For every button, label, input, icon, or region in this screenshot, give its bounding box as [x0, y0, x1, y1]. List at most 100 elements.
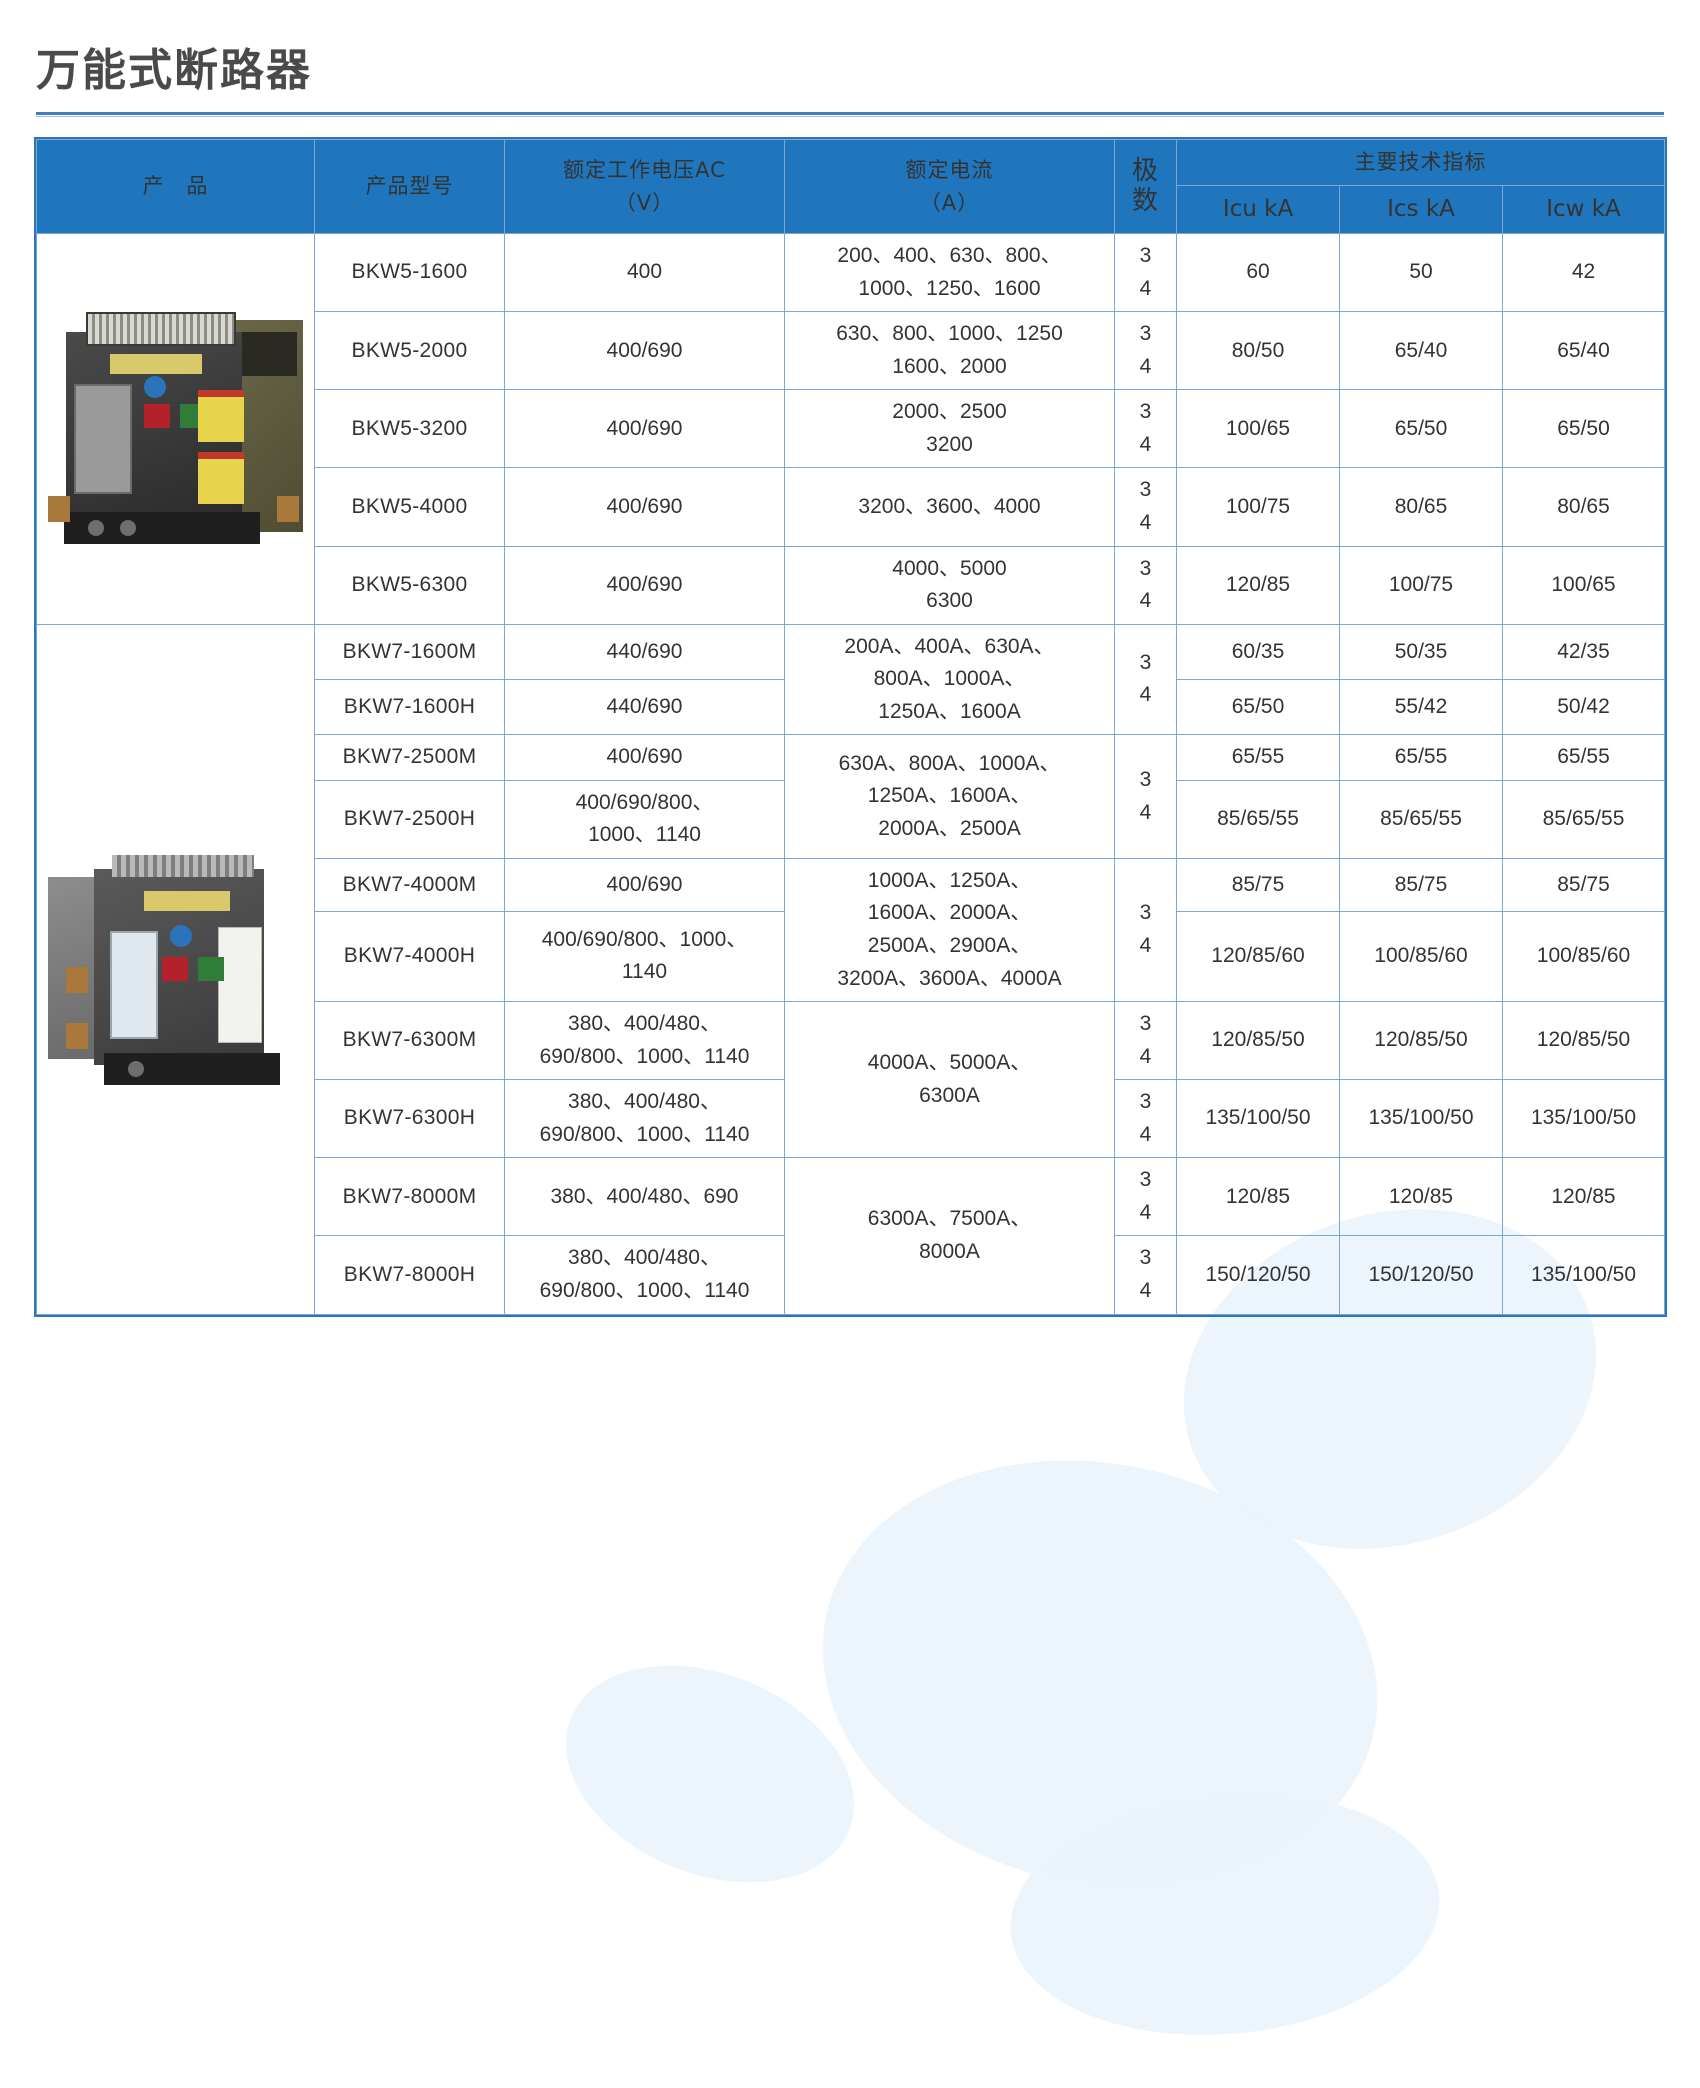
cell-current: 2000、2500 3200 [784, 389, 1115, 469]
table-row: BKW7-2500H 400/690/800、 1000、1140 85/65/55 8… [37, 779, 1665, 859]
catalog-page: 万能式断路器 产 品 产品型号 额定工作电压AC （V） 额定电流 [0, 34, 1700, 1317]
cell-line: 1000A、1250A、 [867, 868, 1032, 892]
table-row: BKW5-6300 400/690 4000、5000 6300 3 4 120/85 100… [37, 545, 1665, 625]
cell-current: 1000A、1250A、 1600A、2000A、 2500A、2900A、 3200… [784, 857, 1115, 1003]
cell-line: 440/690 [606, 694, 683, 718]
cell-line: 3 [1139, 1168, 1152, 1192]
cell-model: BKW5-2000 [314, 311, 505, 391]
cell-line: 8000A [919, 1239, 980, 1263]
cell-ics: 65/40 [1339, 311, 1503, 391]
cell-current: 630、800、1000、1250 1600、2000 [784, 311, 1115, 391]
cell-line: 3200A、3600A、4000A [837, 966, 1062, 990]
table-row: BKW7-1600M 440/690 200A、400A、630A、 800A、100… [36, 623, 1665, 1315]
header-current-line2: （A） [919, 190, 980, 215]
cell-line: 4 [1139, 934, 1152, 958]
cell-model: BKW7-6300H [314, 1079, 505, 1159]
title-divider [36, 112, 1664, 117]
cell-line: 400/690 [606, 338, 683, 362]
cell-ics: 85/65/55 [1339, 779, 1503, 859]
cell-line: 1000、1250、1600 [858, 276, 1041, 300]
cell-voltage: 400/690/800、1000、 1140 [504, 910, 785, 1003]
cell-voltage: 400/690 [504, 311, 785, 391]
table-row: BKW5-1600 400 200、400、630、800、 1000、1250、16… [36, 233, 1665, 625]
cell-line: 400/690 [606, 494, 683, 518]
cell-line: 4 [1139, 1278, 1152, 1302]
cell-line: 4 [1139, 432, 1152, 456]
header-poles-line1: 极 [1131, 155, 1159, 186]
cell-icu: 135/100/50 [1176, 1079, 1340, 1159]
cell-current: 630A、800A、1000A、 1250A、1600A、 2000A、2500A [784, 734, 1115, 859]
cell-icu: 120/85 [1176, 1157, 1340, 1237]
cell-icu: 85/75 [1176, 857, 1340, 912]
cell-line: 4 [1139, 1200, 1152, 1224]
cell-line: 3 [1139, 650, 1152, 674]
table-row: BKW7-2500M 400/690 630A、800A、1000A、 1250A、1… [37, 734, 1665, 859]
table-row: BKW7-1600H 440/690 65/50 55/42 50/42 [37, 678, 1665, 736]
cell-voltage: 400/690 [504, 467, 785, 547]
cell-icu: 65/50 [1176, 678, 1340, 736]
cell-voltage: 380、400/480、 690/800、1000、1140 [504, 1001, 785, 1081]
cell-icw: 100/85/60 [1502, 910, 1665, 1003]
cell-line: 2000A、2500A [878, 816, 1021, 840]
cell-line: 400/690/800、 [575, 790, 714, 814]
cell-line: 3200 [926, 432, 973, 456]
cell-voltage: 440/690 [504, 678, 785, 736]
header-row-primary: 产 品 产品型号 额定工作电压AC （V） 额定电流 （A） 极 数 主要技术指… [36, 138, 1665, 235]
cell-icu: 65/55 [1176, 734, 1340, 781]
cell-ics: 50 [1339, 233, 1503, 313]
cell-current: 6300A、7500A、 8000A [784, 1157, 1115, 1315]
cell-model: BKW7-8000M [314, 1157, 505, 1237]
cell-line: 4000、5000 [892, 556, 1007, 580]
cell-line: 400/690 [606, 572, 683, 596]
cell-line: 6300 [926, 589, 973, 613]
cell-icu: 120/85/50 [1176, 1001, 1340, 1081]
cell-voltage: 400/690 [504, 389, 785, 469]
cell-line: 200A、400A、630A、 [844, 634, 1055, 658]
cell-voltage: 400/690 [504, 545, 785, 625]
background-watermark-shape [1000, 1775, 1450, 2053]
cell-icw: 65/50 [1502, 389, 1665, 469]
cell-icw: 42 [1502, 233, 1665, 313]
cell-line: 800A、1000A、 [873, 667, 1026, 691]
cell-line: 200、400、630、800、 [837, 244, 1062, 268]
cell-voltage: 400 [504, 233, 785, 313]
cell-line: 4 [1139, 511, 1152, 535]
cell-line: 1140 [621, 960, 668, 984]
cell-line: 1600、2000 [892, 354, 1007, 378]
header-current-line1: 额定电流 [905, 158, 994, 183]
table-row: BKW7-6300H 380、400/480、 690/800、1000、1140 3… [37, 1079, 1665, 1159]
cell-line: 4 [1139, 1044, 1152, 1068]
cell-icw: 120/85/50 [1502, 1001, 1665, 1081]
cell-line: 3 [1139, 1090, 1152, 1114]
cell-line: 3 [1139, 768, 1152, 792]
breaker-illustration [48, 306, 303, 551]
cell-ics: 100/85/60 [1339, 910, 1503, 1003]
cell-line: 380、400/480、 [568, 1246, 721, 1270]
cell-model: BKW5-3200 [314, 389, 505, 469]
header-voltage-line1: 额定工作电压AC [563, 158, 726, 183]
cell-ics: 65/50 [1339, 389, 1503, 469]
cell-model: BKW7-1600H [314, 678, 505, 736]
cell-line: 1250A、1600A [878, 699, 1021, 723]
header-tech-group: 主要技术指标 [1176, 139, 1665, 186]
cell-icw: 85/75 [1502, 857, 1665, 912]
cell-line: 400 [626, 260, 663, 284]
cell-ics: 50/35 [1339, 623, 1503, 680]
cell-icu: 100/65 [1176, 389, 1340, 469]
bkw5-product-photo [36, 233, 315, 625]
header-icw: Icw kA [1502, 184, 1665, 235]
cell-icw: 80/65 [1502, 467, 1665, 547]
header-voltage: 额定工作电压AC （V） [504, 138, 785, 235]
cell-icw: 65/40 [1502, 311, 1665, 391]
header-row-secondary: Icu kA Ics kA Icw kA [37, 184, 1665, 235]
cell-ics: 80/65 [1339, 467, 1503, 547]
header-voltage-line2: （V） [614, 190, 675, 215]
cell-line: 380、400/480、 [568, 1090, 721, 1114]
cell-line: 4 [1139, 354, 1152, 378]
cell-line: 4 [1139, 589, 1152, 613]
